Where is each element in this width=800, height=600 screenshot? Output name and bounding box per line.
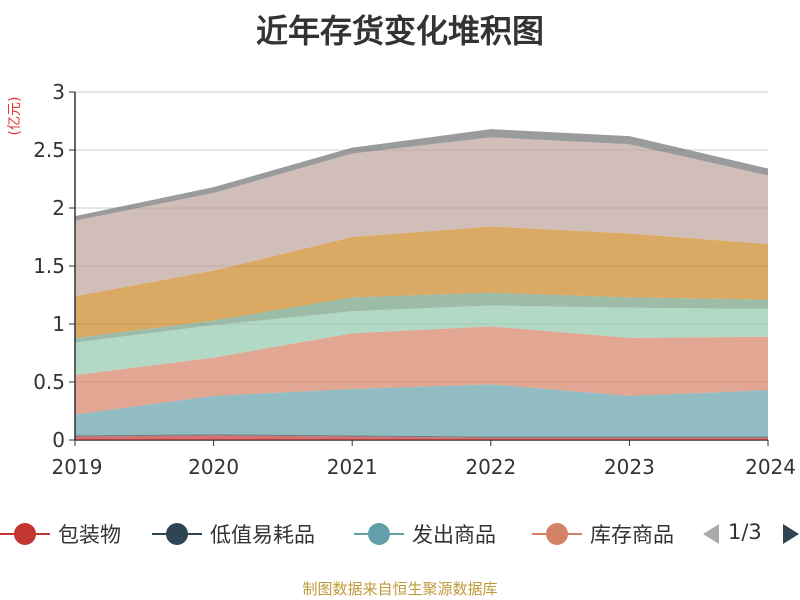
legend-symbol xyxy=(354,516,404,552)
area-series-4 xyxy=(75,305,768,376)
legend-dot xyxy=(14,523,36,545)
area-series-2 xyxy=(75,384,768,437)
area-series-3 xyxy=(75,326,768,415)
legend-label: 低值易耗品 xyxy=(210,523,315,547)
legend-dot xyxy=(166,523,188,545)
legend: 包装物 低值易耗品 发出商品 库存商品 1/3 xyxy=(0,516,800,552)
x-tick-label: 2019 xyxy=(52,455,103,479)
y-tick-label: 1.5 xyxy=(33,254,65,278)
legend-dot xyxy=(546,523,568,545)
x-tick-label: 2021 xyxy=(327,455,378,479)
legend-label: 发出商品 xyxy=(412,523,496,547)
y-tick-label: 2.5 xyxy=(33,138,65,162)
y-tick-label: 1 xyxy=(52,312,65,336)
legend-items-container: 包装物 低值易耗品 发出商品 库存商品 xyxy=(0,516,686,552)
chart-title: 近年存货变化堆积图 xyxy=(255,12,544,50)
legend-item-packaging[interactable]: 包装物 xyxy=(0,516,121,552)
stacked-area-chart: 0 0.5 1 1.5 2 2.5 3 2019 2020 2021 2022 2023 2024 xyxy=(33,80,796,479)
area-series-1 xyxy=(75,434,768,438)
legend-item-finished-goods[interactable]: 库存商品 xyxy=(532,516,674,552)
x-tick-label: 2022 xyxy=(465,455,516,479)
area-series-5 xyxy=(75,292,768,343)
legend-item-low-value-consumables[interactable]: 低值易耗品 xyxy=(152,516,315,552)
legend-symbol xyxy=(152,516,202,552)
y-tick-label: 0 xyxy=(52,428,65,452)
legend-next-page-icon[interactable] xyxy=(783,524,799,544)
legend-symbol xyxy=(0,516,50,552)
y-tick-label: 0.5 xyxy=(33,370,65,394)
area-series-0 xyxy=(75,435,768,440)
legend-item-goods-shipped[interactable]: 发出商品 xyxy=(354,516,496,552)
legend-label: 库存商品 xyxy=(590,523,674,547)
y-tick-label: 2 xyxy=(52,196,65,220)
legend-page-indicator: 1/3 xyxy=(728,520,762,544)
source-note: 制图数据来自恒生聚源数据库 xyxy=(302,580,498,598)
x-tick-label: 2023 xyxy=(604,455,655,479)
area-series-7 xyxy=(75,137,768,297)
legend-label: 包装物 xyxy=(58,523,121,547)
legend-dot xyxy=(368,523,390,545)
x-tick-label: 2020 xyxy=(188,455,239,479)
y-tick-label: 3 xyxy=(52,80,65,104)
area-series-6 xyxy=(75,226,768,338)
legend-symbol xyxy=(532,516,582,552)
x-tick-label: 2024 xyxy=(745,455,796,479)
legend-prev-page-icon[interactable] xyxy=(703,524,719,544)
